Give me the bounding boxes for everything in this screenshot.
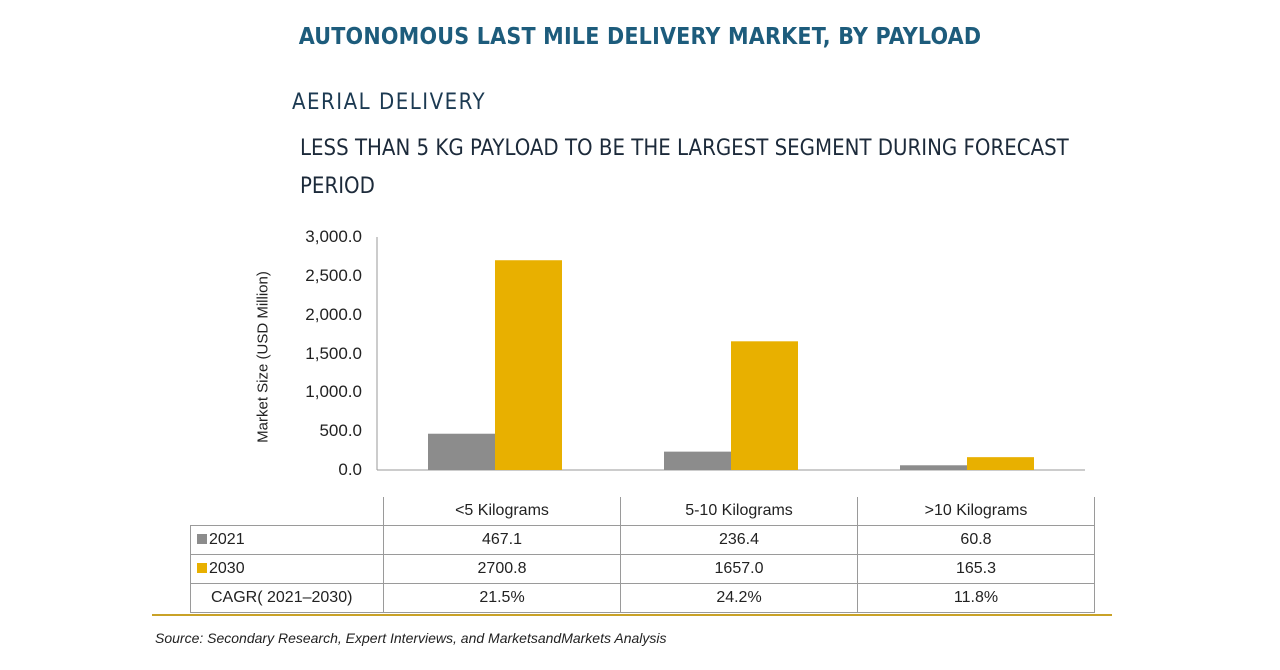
cagr-value: 11.8%	[857, 583, 1095, 613]
category-label: >10 Kilograms	[857, 497, 1095, 526]
data-label: 467.1	[383, 525, 621, 555]
bar-2021-0	[428, 433, 495, 470]
data-label: 60.8	[857, 525, 1095, 555]
cagr-value: 24.2%	[620, 583, 858, 613]
data-label: 1657.0	[620, 554, 858, 584]
y-tick-label: 1,000.0	[305, 382, 362, 402]
footer-divider	[152, 614, 1112, 616]
y-tick-label: 0.0	[338, 460, 362, 479]
legend-swatch-2030	[197, 563, 207, 573]
data-label: 2700.8	[383, 554, 621, 584]
table-corner	[190, 497, 384, 526]
data-table: <5 Kilograms 5-10 Kilograms >10 Kilogram…	[190, 497, 1095, 613]
category-label: 5-10 Kilograms	[620, 497, 858, 526]
y-tick-label: 2,000.0	[305, 304, 362, 324]
bar-2021-1	[664, 451, 731, 470]
chart-subtitle: LESS THAN 5 KG PAYLOAD TO BE THE LARGEST…	[300, 136, 1069, 199]
y-tick-label: 3,000.0	[305, 227, 362, 246]
table-row-cagr: CAGR( 2021–2030) 21.5% 24.2% 11.8%	[190, 583, 1095, 613]
chart-title: AUTONOMOUS LAST MILE DELIVERY MARKET, BY…	[298, 24, 982, 50]
bar-2030-2	[967, 457, 1034, 470]
table-row-2021: 2021 467.1 236.4 60.8	[190, 525, 1095, 555]
table-row-2030: 2030 2700.8 1657.0 165.3	[190, 554, 1095, 584]
cagr-value: 21.5%	[383, 583, 621, 613]
y-tick-label: 1,500.0	[305, 343, 362, 363]
legend-2030: 2030	[190, 554, 384, 584]
y-tick-label: 2,500.0	[305, 265, 362, 285]
legend-2021: 2021	[190, 525, 384, 555]
category-label: <5 Kilograms	[383, 497, 621, 526]
bar-2030-1	[731, 341, 798, 470]
data-label: 236.4	[620, 525, 858, 555]
legend-label: 2021	[209, 531, 245, 548]
data-label: 165.3	[857, 554, 1095, 584]
bar-2030-0	[495, 260, 562, 470]
cagr-label: CAGR( 2021–2030)	[190, 583, 384, 613]
section-title: AERIAL DELIVERY	[292, 90, 487, 115]
y-tick-label: 500.0	[319, 421, 362, 441]
legend-label: 2030	[209, 560, 245, 577]
bar-2021-2	[900, 465, 967, 470]
legend-swatch-2021	[197, 534, 207, 544]
source-note: Source: Secondary Research, Expert Inter…	[155, 630, 667, 646]
